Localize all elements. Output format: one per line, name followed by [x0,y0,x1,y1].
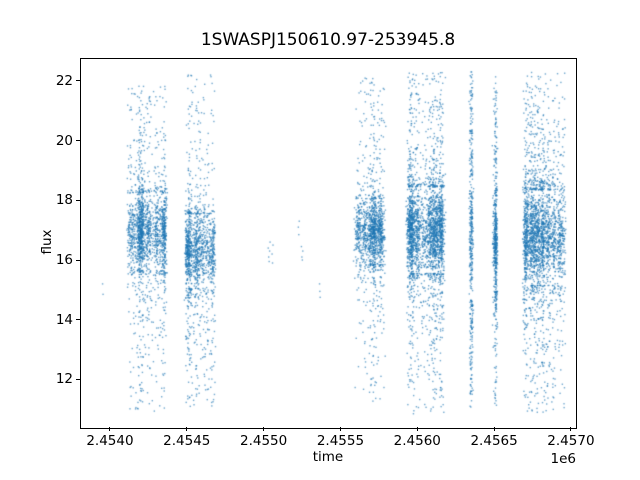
y-tick-mark [76,378,80,380]
y-tick-label: 16 [55,252,73,268]
x-tick-label: 2.4560 [393,433,441,450]
x-tick-mark [339,427,341,432]
x-tick-label: 2.4565 [470,433,518,450]
y-tick-label: 12 [55,371,73,388]
y-tick-mark [76,199,80,201]
x-tick-mark [570,427,572,432]
x-tick-label: 2.4540 [86,433,134,450]
x-tick-mark [109,427,111,432]
y-tick-mark [76,140,80,142]
plot-area [80,57,577,429]
x-tick-mark [263,427,265,432]
y-tick-mark [76,319,80,321]
y-tick-label: 18 [55,192,73,209]
x-tick-label: 2.4570 [547,433,595,450]
x-tick-label: 2.4545 [163,433,211,450]
y-tick-mark [76,259,80,261]
y-tick-label: 14 [55,311,73,328]
y-tick-label: 22 [55,72,73,89]
x-tick-label: 2.4550 [239,433,288,450]
x-tick-mark [416,427,418,432]
x-tick-mark [186,427,188,432]
y-tick-label: 20 [55,132,73,149]
y-tick-mark [76,80,80,82]
x-tick-mark [493,427,495,432]
x-tick-label: 2.4555 [316,433,365,450]
